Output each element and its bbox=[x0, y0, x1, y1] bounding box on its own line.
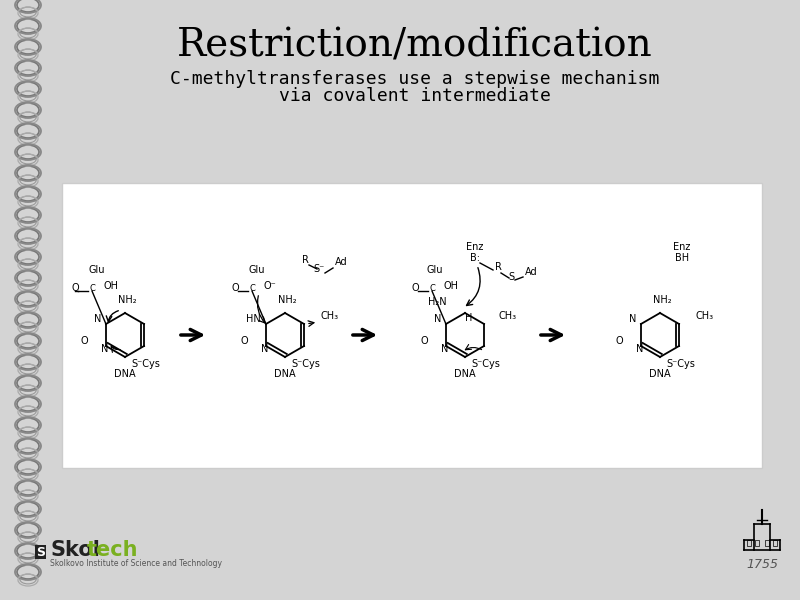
Text: Restriction/modification: Restriction/modification bbox=[177, 28, 653, 65]
Text: Enz: Enz bbox=[466, 242, 484, 252]
Bar bbox=[765, 540, 769, 546]
Text: NH₂: NH₂ bbox=[278, 295, 296, 305]
Text: O: O bbox=[231, 283, 239, 293]
Text: DNA: DNA bbox=[114, 369, 136, 379]
Bar bbox=[62, 183, 762, 468]
Text: O: O bbox=[615, 336, 623, 346]
Text: DNA: DNA bbox=[274, 369, 296, 379]
Text: via covalent intermediate: via covalent intermediate bbox=[279, 87, 551, 105]
Text: 1755: 1755 bbox=[746, 558, 778, 571]
Text: O: O bbox=[71, 283, 79, 293]
Text: O: O bbox=[80, 336, 88, 346]
Bar bbox=[755, 540, 759, 546]
Text: N: N bbox=[434, 314, 441, 324]
Text: NH₂: NH₂ bbox=[118, 295, 136, 305]
Text: N: N bbox=[94, 314, 101, 324]
Text: B:: B: bbox=[470, 253, 480, 263]
Text: CH₃: CH₃ bbox=[320, 311, 338, 321]
Text: S: S bbox=[36, 545, 45, 559]
Text: C-methyltransferases use a stepwise mechanism: C-methyltransferases use a stepwise mech… bbox=[170, 70, 660, 88]
Text: HN: HN bbox=[246, 314, 261, 324]
Text: Glu: Glu bbox=[89, 265, 106, 275]
Text: CH₃: CH₃ bbox=[498, 311, 516, 321]
Text: N: N bbox=[442, 344, 449, 354]
Text: S⁻Cys: S⁻Cys bbox=[291, 359, 320, 369]
Text: C: C bbox=[249, 284, 255, 293]
Text: H₂N: H₂N bbox=[428, 297, 447, 307]
Bar bbox=[773, 540, 777, 546]
Text: N: N bbox=[262, 344, 269, 354]
Text: Skolkovo Institute of Science and Technology: Skolkovo Institute of Science and Techno… bbox=[50, 559, 222, 568]
Text: S⁻Cys: S⁻Cys bbox=[666, 359, 695, 369]
Text: O: O bbox=[240, 336, 248, 346]
Text: C: C bbox=[429, 284, 435, 293]
Text: Glu: Glu bbox=[426, 265, 443, 275]
Text: S⁻Cys: S⁻Cys bbox=[131, 359, 160, 369]
Text: N: N bbox=[102, 344, 109, 354]
Text: N: N bbox=[636, 344, 644, 354]
Text: S⁻Cys: S⁻Cys bbox=[471, 359, 500, 369]
Bar bbox=[747, 540, 751, 546]
Text: NH₂: NH₂ bbox=[653, 295, 671, 305]
Text: H: H bbox=[466, 313, 473, 323]
Text: S: S bbox=[508, 272, 514, 282]
Text: O: O bbox=[411, 283, 419, 293]
Text: Glu: Glu bbox=[249, 265, 266, 275]
Text: DNA: DNA bbox=[454, 369, 476, 379]
Text: OH: OH bbox=[103, 281, 118, 291]
Text: CH₃: CH₃ bbox=[695, 311, 713, 321]
Text: O: O bbox=[420, 336, 428, 346]
Bar bbox=[35, 545, 46, 559]
Text: Enz: Enz bbox=[674, 242, 690, 252]
Text: Ad: Ad bbox=[335, 257, 348, 267]
Text: R: R bbox=[495, 262, 502, 272]
Text: O⁻: O⁻ bbox=[263, 281, 276, 291]
Text: R: R bbox=[302, 255, 309, 265]
Text: Skol: Skol bbox=[50, 540, 100, 560]
Text: OH: OH bbox=[443, 281, 458, 291]
Text: Ad: Ad bbox=[525, 267, 538, 277]
Text: DNA: DNA bbox=[649, 369, 671, 379]
Text: BH: BH bbox=[675, 253, 689, 263]
Text: tech: tech bbox=[87, 540, 138, 560]
Text: C: C bbox=[89, 284, 95, 293]
Text: N: N bbox=[629, 314, 636, 324]
Text: S⁻: S⁻ bbox=[314, 264, 325, 274]
